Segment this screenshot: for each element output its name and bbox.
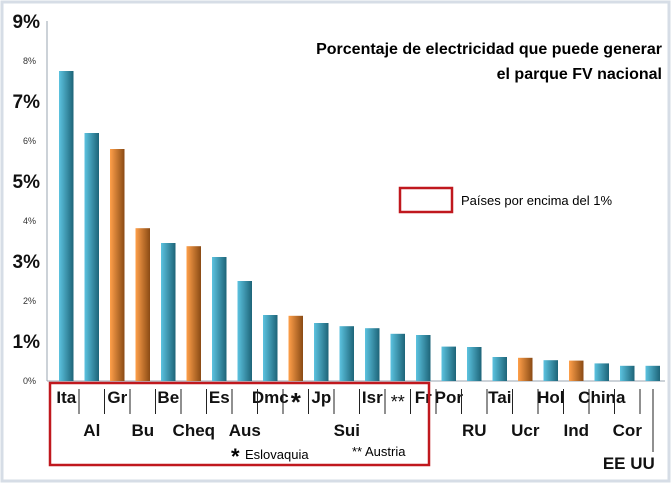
bar: [645, 365, 660, 381]
bar: [135, 228, 150, 381]
bar: [594, 363, 609, 381]
x-tick-label: Dmc: [252, 388, 289, 407]
bar: [620, 365, 635, 381]
bar: [186, 246, 201, 381]
x-tick-label: Ucr: [511, 421, 540, 440]
x-tick-label: Isr: [362, 388, 383, 407]
bar: [110, 149, 125, 381]
x-tick-label: Al: [83, 421, 100, 440]
x-tick-label: Tai: [488, 388, 511, 407]
y-tick-label-minor: 2%: [23, 296, 36, 306]
x-tick-label: Aus: [229, 421, 261, 440]
bar: [339, 326, 354, 381]
x-tick-label: Por: [435, 388, 464, 407]
bar: [416, 335, 431, 381]
y-tick-label-major: 3%: [13, 252, 41, 273]
bar: [569, 360, 584, 381]
x-tick-label: Ita: [56, 388, 76, 407]
y-tick-label-major: 1%: [13, 332, 41, 353]
y-tick-label-major: 5%: [13, 172, 41, 193]
chart-title-line-1: Porcentaje de electricidad que puede gen…: [316, 41, 662, 58]
bar: [543, 360, 558, 381]
note-austria: ** Austria: [352, 444, 406, 459]
bar: [59, 71, 74, 381]
bar: [263, 315, 278, 381]
x-tick-label: RU: [462, 421, 487, 440]
x-tick-label: *: [291, 387, 302, 417]
bar: [161, 243, 176, 381]
bar: [492, 357, 507, 381]
x-tick-label: Gr: [107, 388, 127, 407]
bar: [467, 347, 482, 381]
x-tick-label: Bu: [131, 421, 154, 440]
highlight-box: [48, 381, 431, 467]
bar: [84, 133, 99, 381]
x-tick-label: China: [578, 388, 626, 407]
bars: [59, 71, 660, 381]
x-tick-label: Ind: [564, 421, 590, 440]
x-tick-label: Sui: [334, 421, 360, 440]
x-tick-label: Es: [209, 388, 230, 407]
bar: [288, 315, 303, 381]
x-tick-label: Jp: [311, 388, 331, 407]
bar: [314, 323, 329, 381]
x-tick-label: **: [391, 392, 405, 412]
bar: [212, 257, 227, 381]
bar: [441, 346, 456, 381]
bar: [518, 357, 533, 381]
y-tick-label-minor: 0%: [23, 376, 36, 386]
legend-swatch: [398, 186, 454, 214]
legend-label: Países por encima del 1%: [461, 193, 612, 208]
y-tick-label-major: 9%: [13, 12, 41, 33]
y-tick-label-major: 7%: [13, 92, 41, 113]
x-tick-label: EE UU: [603, 454, 655, 473]
x-tick-label: Cor: [613, 421, 643, 440]
y-tick-label-minor: 4%: [23, 216, 36, 226]
x-tick-label: Hol: [537, 388, 564, 407]
y-tick-label-minor: 8%: [23, 56, 36, 66]
note-eslovaquia: Eslovaquia: [245, 447, 309, 462]
bar: [390, 333, 405, 381]
x-tick-label: Cheq: [173, 421, 216, 440]
chart-title-line-2: el parque FV nacional: [497, 66, 662, 83]
bar: [237, 281, 252, 381]
x-tick-label: Be: [157, 388, 179, 407]
note-star-symbol: *: [231, 444, 240, 469]
y-tick-label-minor: 6%: [23, 136, 36, 146]
y-axis: 1% 3% 5% 7% 9% 0% 2% 4% 6% 8%: [13, 12, 41, 386]
bar: [365, 328, 380, 381]
